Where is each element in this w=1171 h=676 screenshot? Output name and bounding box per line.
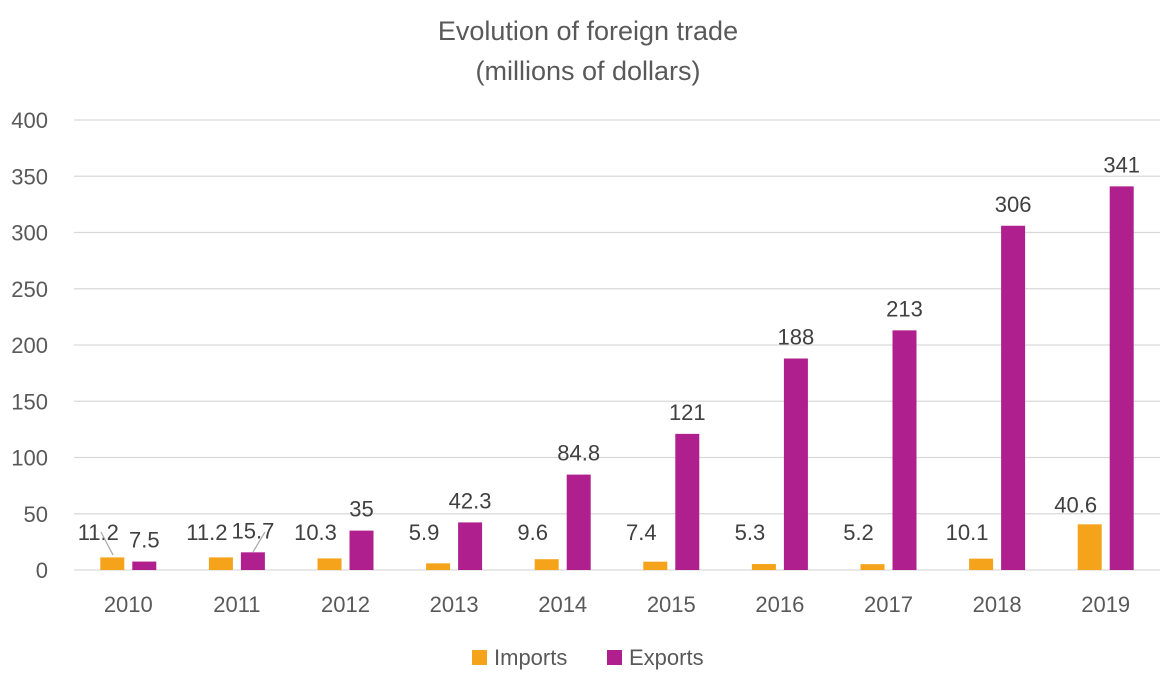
bars (100, 186, 1134, 570)
chart-subtitle: (millions of dollars) (475, 56, 700, 86)
y-tick-label: 0 (36, 558, 48, 583)
data-label-exports: 121 (669, 400, 706, 425)
bar-imports (860, 564, 885, 570)
data-label-exports: 213 (886, 296, 923, 321)
bar-exports (675, 433, 700, 570)
data-label-imports: 10.1 (946, 520, 989, 545)
y-tick-label: 100 (11, 446, 48, 471)
x-axis-ticks: 2010 2011 2012 2013 2014 2015 2016 2017 2018 2019 (104, 592, 1130, 617)
bar-imports (317, 558, 342, 570)
legend-label-imports: Imports (494, 645, 567, 670)
y-tick-label: 250 (11, 277, 48, 302)
y-tick-label: 350 (11, 164, 48, 189)
bar-imports (969, 558, 994, 570)
y-axis-ticks: 0 50 100 150 200 250 300 350 400 (11, 108, 48, 583)
bar-exports (132, 561, 157, 570)
data-label-exports: 15.7 (231, 518, 274, 543)
data-label-imports: 11.2 (78, 520, 119, 545)
data-label-imports: 10.3 (294, 520, 337, 545)
x-tick-label: 2010 (104, 592, 153, 617)
x-tick-label: 2018 (973, 592, 1022, 617)
y-tick-label: 400 (11, 108, 48, 133)
bar-exports (458, 522, 483, 570)
leader-line-2011 (252, 531, 266, 553)
x-tick-label: 2013 (430, 592, 479, 617)
data-label-exports: 306 (995, 192, 1032, 217)
legend-label-exports: Exports (629, 645, 704, 670)
x-tick-label: 2017 (864, 592, 913, 617)
data-label-imports: 5.3 (735, 520, 766, 545)
data-label-exports: 188 (778, 325, 815, 350)
data-label-exports: 341 (1103, 152, 1140, 177)
data-label-imports: 7.4 (626, 520, 657, 545)
x-tick-label: 2011 (213, 592, 260, 617)
gridlines (74, 119, 1160, 571)
bar-imports (100, 557, 125, 570)
bar-exports (566, 474, 591, 570)
chart-title: Evolution of foreign trade (438, 16, 738, 46)
bar-imports (534, 559, 559, 570)
data-labels: 7.511.2 15.711.23510.342.35.984.89.61217.… (78, 152, 1140, 556)
y-tick-label: 50 (24, 502, 48, 527)
bar-exports (783, 358, 808, 570)
x-tick-label: 2014 (538, 592, 587, 617)
data-label-exports: 7.5 (129, 528, 160, 553)
legend-swatch-imports (472, 650, 487, 665)
bar-imports (1077, 524, 1102, 570)
bar-exports (349, 530, 374, 570)
data-label-imports: 40.6 (1054, 492, 1097, 517)
bar-imports (643, 561, 668, 570)
bar-exports (240, 552, 265, 570)
x-tick-label: 2016 (755, 592, 804, 617)
data-label-imports: 5.2 (843, 520, 874, 545)
bar-exports (1109, 186, 1134, 570)
legend: Imports Exports (472, 645, 704, 670)
data-label-exports: 35 (349, 497, 373, 522)
bar-imports (208, 557, 233, 570)
data-label-imports: 11.2 (186, 520, 227, 545)
x-tick-label: 2012 (321, 592, 370, 617)
bar-imports (426, 563, 451, 570)
data-label-imports: 5.9 (409, 520, 440, 545)
x-tick-label: 2019 (1081, 592, 1130, 617)
bar-exports (1001, 225, 1026, 570)
legend-swatch-exports (607, 650, 622, 665)
y-tick-label: 200 (11, 333, 48, 358)
data-label-exports: 84.8 (557, 441, 600, 466)
y-tick-label: 150 (11, 389, 48, 414)
bar-imports (751, 564, 776, 570)
bar-exports (892, 330, 917, 570)
x-tick-label: 2015 (647, 592, 696, 617)
data-label-imports: 9.6 (517, 520, 548, 545)
y-tick-label: 300 (11, 221, 48, 246)
data-label-exports: 42.3 (449, 488, 492, 513)
leader-line-2010 (100, 531, 114, 556)
